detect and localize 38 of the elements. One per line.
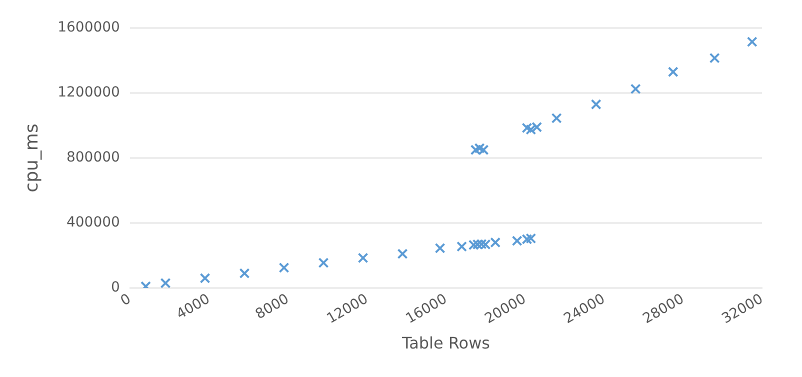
point (358, 252, 368, 264)
point (200, 272, 210, 284)
point (746, 36, 758, 48)
point (434, 242, 446, 254)
y-axis-title: cpu_ms (21, 124, 42, 192)
point (709, 52, 720, 64)
point (490, 237, 501, 248)
x-tick-label: 0 (118, 291, 134, 310)
y-tick-label: 400000 (66, 214, 120, 231)
point (526, 233, 536, 244)
y-tick-label: 800000 (66, 150, 120, 166)
point (522, 234, 532, 244)
point (397, 248, 408, 260)
y-tick-label: 0 (111, 280, 120, 296)
point (480, 239, 491, 250)
y-tick-label: 1600000 (58, 20, 120, 36)
point (318, 258, 329, 268)
point (522, 122, 532, 134)
point (472, 239, 483, 250)
point (551, 112, 562, 124)
point (160, 278, 171, 288)
x-tick-label: 4000 (174, 291, 213, 323)
point (468, 240, 479, 250)
point (278, 262, 290, 273)
point (476, 238, 487, 250)
point (668, 66, 678, 78)
point (456, 241, 468, 252)
y-tick-label: 1200000 (58, 84, 120, 101)
point (526, 124, 536, 135)
point (590, 99, 602, 110)
point (532, 122, 542, 132)
point (512, 236, 522, 246)
point (630, 84, 641, 94)
x-axis-title: Table Rows (400, 334, 490, 353)
point (478, 144, 489, 156)
point (239, 268, 250, 279)
point (474, 143, 485, 154)
point (470, 144, 481, 156)
